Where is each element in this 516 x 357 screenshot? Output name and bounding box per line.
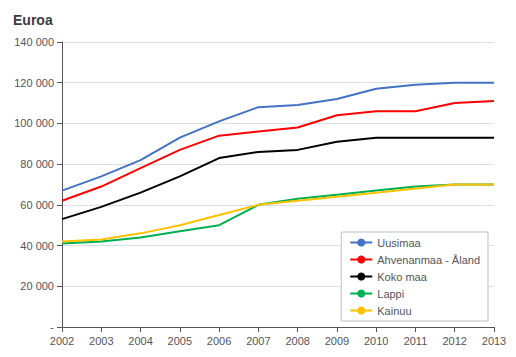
- svg-text:Kainuu: Kainuu: [377, 305, 411, 317]
- svg-text:2010: 2010: [364, 335, 388, 347]
- svg-text:120 000: 120 000: [14, 77, 54, 89]
- svg-text:2005: 2005: [168, 335, 192, 347]
- svg-text:2009: 2009: [325, 335, 349, 347]
- svg-text:Euroa: Euroa: [13, 12, 53, 28]
- svg-text:2008: 2008: [285, 335, 309, 347]
- svg-text:20 000: 20 000: [20, 280, 54, 292]
- svg-text:2007: 2007: [246, 335, 270, 347]
- svg-text:2013: 2013: [482, 335, 506, 347]
- svg-text:Uusimaa: Uusimaa: [377, 237, 421, 249]
- svg-text:2006: 2006: [207, 335, 231, 347]
- svg-text:Ahvenanmaa - Åland: Ahvenanmaa - Åland: [377, 254, 480, 266]
- svg-text:2012: 2012: [442, 335, 466, 347]
- svg-text:2002: 2002: [50, 335, 74, 347]
- svg-text:-: -: [50, 321, 54, 333]
- svg-text:100 000: 100 000: [14, 117, 54, 129]
- svg-text:60 000: 60 000: [20, 199, 54, 211]
- svg-text:2003: 2003: [89, 335, 113, 347]
- svg-text:2004: 2004: [128, 335, 152, 347]
- svg-text:Koko maa: Koko maa: [377, 271, 427, 283]
- svg-text:2011: 2011: [404, 335, 428, 347]
- svg-text:Lappi: Lappi: [377, 288, 404, 300]
- svg-text:140 000: 140 000: [14, 36, 54, 48]
- svg-text:40 000: 40 000: [20, 240, 54, 252]
- svg-text:80 000: 80 000: [20, 158, 54, 170]
